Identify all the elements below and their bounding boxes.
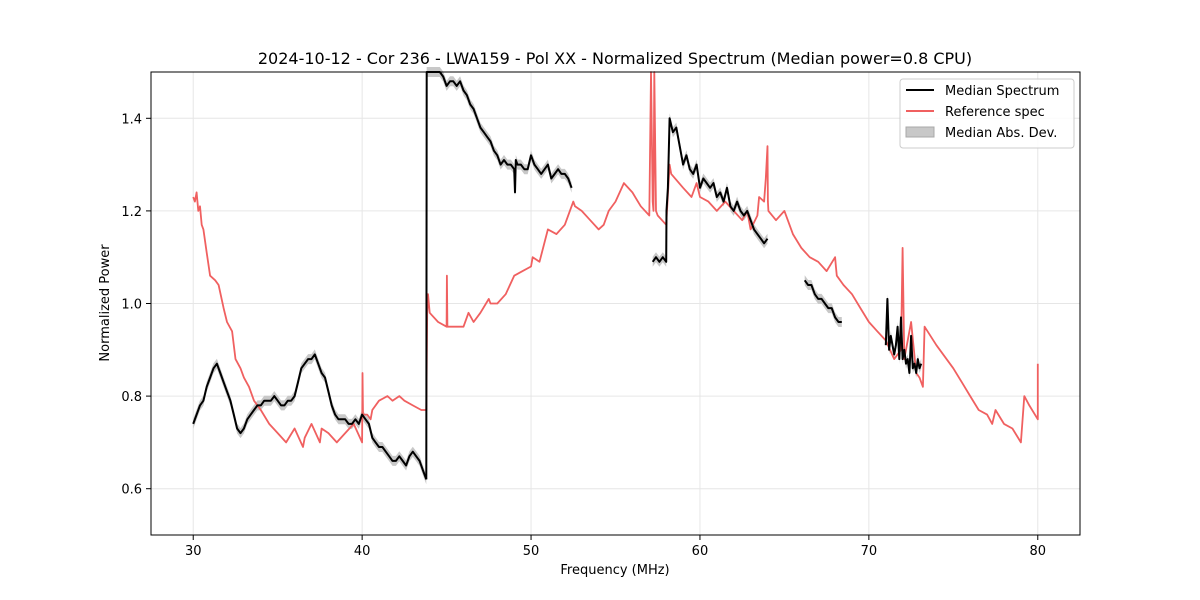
median-spectrum-segment-1 — [425, 71, 573, 480]
reference-spec-line — [192, 71, 1039, 448]
x-tick-label: 70 — [861, 544, 878, 559]
y-tick-label: 0.6 — [121, 483, 142, 498]
x-tick-label: 80 — [1029, 544, 1046, 559]
x-tick-label: 30 — [185, 544, 202, 559]
legend-label-mad: Median Abs. Dev. — [945, 126, 1057, 141]
legend-swatch-mad — [905, 126, 935, 138]
x-axis-label: Frequency (MHz) — [560, 563, 669, 578]
y-tick-label: 1.4 — [121, 112, 142, 127]
legend-box — [899, 78, 1075, 149]
median-spectrum-segment-0 — [192, 353, 428, 480]
y-axis-label: Normalized Power — [98, 244, 113, 362]
legend-label-reference: Reference spec — [945, 105, 1045, 120]
x-tick-label: 40 — [354, 544, 371, 559]
reference-line-layer — [192, 71, 1039, 448]
median-spectrum-segment-4 — [884, 297, 923, 374]
x-tick-label: 60 — [692, 544, 709, 559]
median-spectrum-segment-3 — [803, 279, 842, 323]
axis-ticks: 30 40 50 60 70 80 0.6 0.8 1.0 1.2 1.4 — [121, 112, 1046, 559]
legend: Median Spectrum Reference spec Median Ab… — [899, 78, 1075, 149]
y-tick-label: 1.0 — [121, 298, 142, 313]
chart-title: 2024-10-12 - Cor 236 - LWA159 - Pol XX -… — [258, 49, 972, 68]
x-tick-label: 50 — [523, 544, 540, 559]
y-tick-label: 0.8 — [121, 390, 142, 405]
median-line-layer — [192, 71, 923, 480]
legend-label-median: Median Spectrum — [945, 84, 1059, 99]
median-spectrum-segment-2 — [651, 117, 769, 263]
y-tick-label: 1.2 — [121, 205, 142, 220]
